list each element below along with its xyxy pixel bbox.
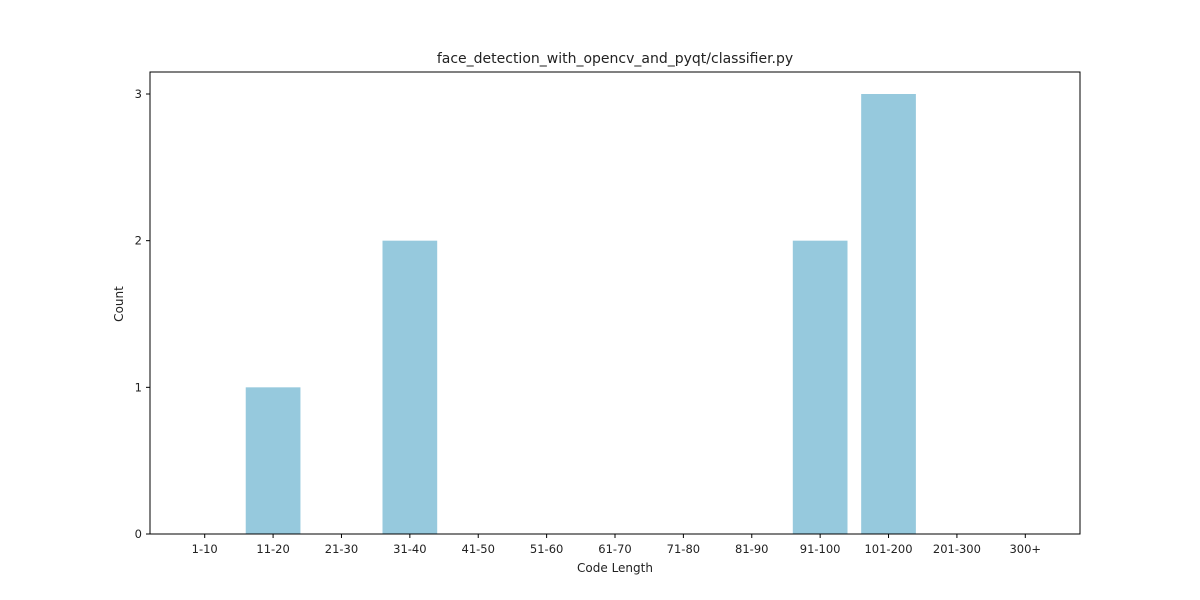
x-tick-label: 1-10 <box>192 542 218 556</box>
x-tick-label: 201-300 <box>933 542 981 556</box>
y-axis-label: Count <box>112 286 126 322</box>
y-tick-label: 0 <box>135 527 142 541</box>
chart-title: face_detection_with_opencv_and_pyqt/clas… <box>437 51 793 67</box>
y-tick-label: 3 <box>135 87 142 101</box>
y-tick-label: 1 <box>135 380 142 394</box>
x-tick-label: 300+ <box>1009 542 1041 556</box>
x-tick-label: 21-30 <box>325 542 358 556</box>
x-tick-label: 71-80 <box>667 542 700 556</box>
bar-11-20 <box>246 387 301 534</box>
x-tick-label: 41-50 <box>462 542 495 556</box>
x-tick-label: 61-70 <box>598 542 631 556</box>
x-tick-label: 101-200 <box>864 542 912 556</box>
bar-31-40 <box>383 241 438 534</box>
x-tick-label: 81-90 <box>735 542 768 556</box>
y-tick-label: 2 <box>135 234 142 248</box>
bar-101-200 <box>861 94 916 534</box>
x-tick-label: 31-40 <box>393 542 426 556</box>
x-tick-label: 51-60 <box>530 542 563 556</box>
x-tick-label: 91-100 <box>800 542 841 556</box>
x-tick-label: 11-20 <box>256 542 289 556</box>
bar-91-100 <box>793 241 848 534</box>
x-axis-label: Code Length <box>577 561 653 575</box>
